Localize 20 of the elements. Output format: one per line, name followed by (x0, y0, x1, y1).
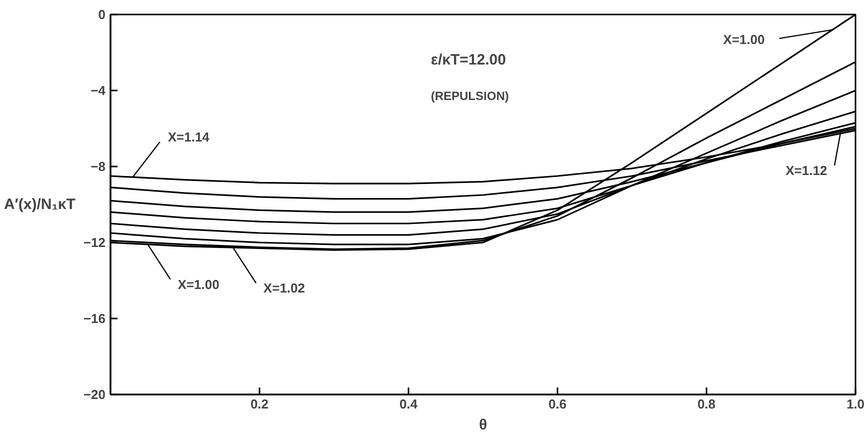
annotation: X=1.00 (723, 32, 765, 48)
annotation: X=1.00 (178, 276, 220, 292)
annotation: X=1.02 (263, 280, 306, 296)
y-axis-title: A′(x)/N₁κT (4, 196, 76, 213)
y-tick-label: −8 (90, 159, 106, 174)
annotation: X=1.12 (786, 162, 828, 178)
y-tick-label: −4 (90, 83, 106, 98)
y-tick-label: −20 (83, 387, 106, 402)
x-tick-label: 0.2 (250, 396, 269, 412)
annotation: ε/κT=12.00 (430, 52, 506, 69)
x-axis-title: θ (478, 416, 488, 434)
annotation: (REPULSION) (430, 89, 509, 104)
x-tick-label: 0.4 (399, 396, 418, 412)
x-tick-label: 0.8 (697, 396, 716, 412)
y-tick-label: −16 (83, 311, 106, 326)
y-tick-label: −12 (83, 235, 106, 250)
annotation: X=1.14 (168, 129, 210, 144)
y-tick-label: 0 (98, 7, 106, 22)
x-tick-label: 0.6 (548, 396, 567, 412)
x-tick-label: 1.0 (846, 396, 865, 412)
